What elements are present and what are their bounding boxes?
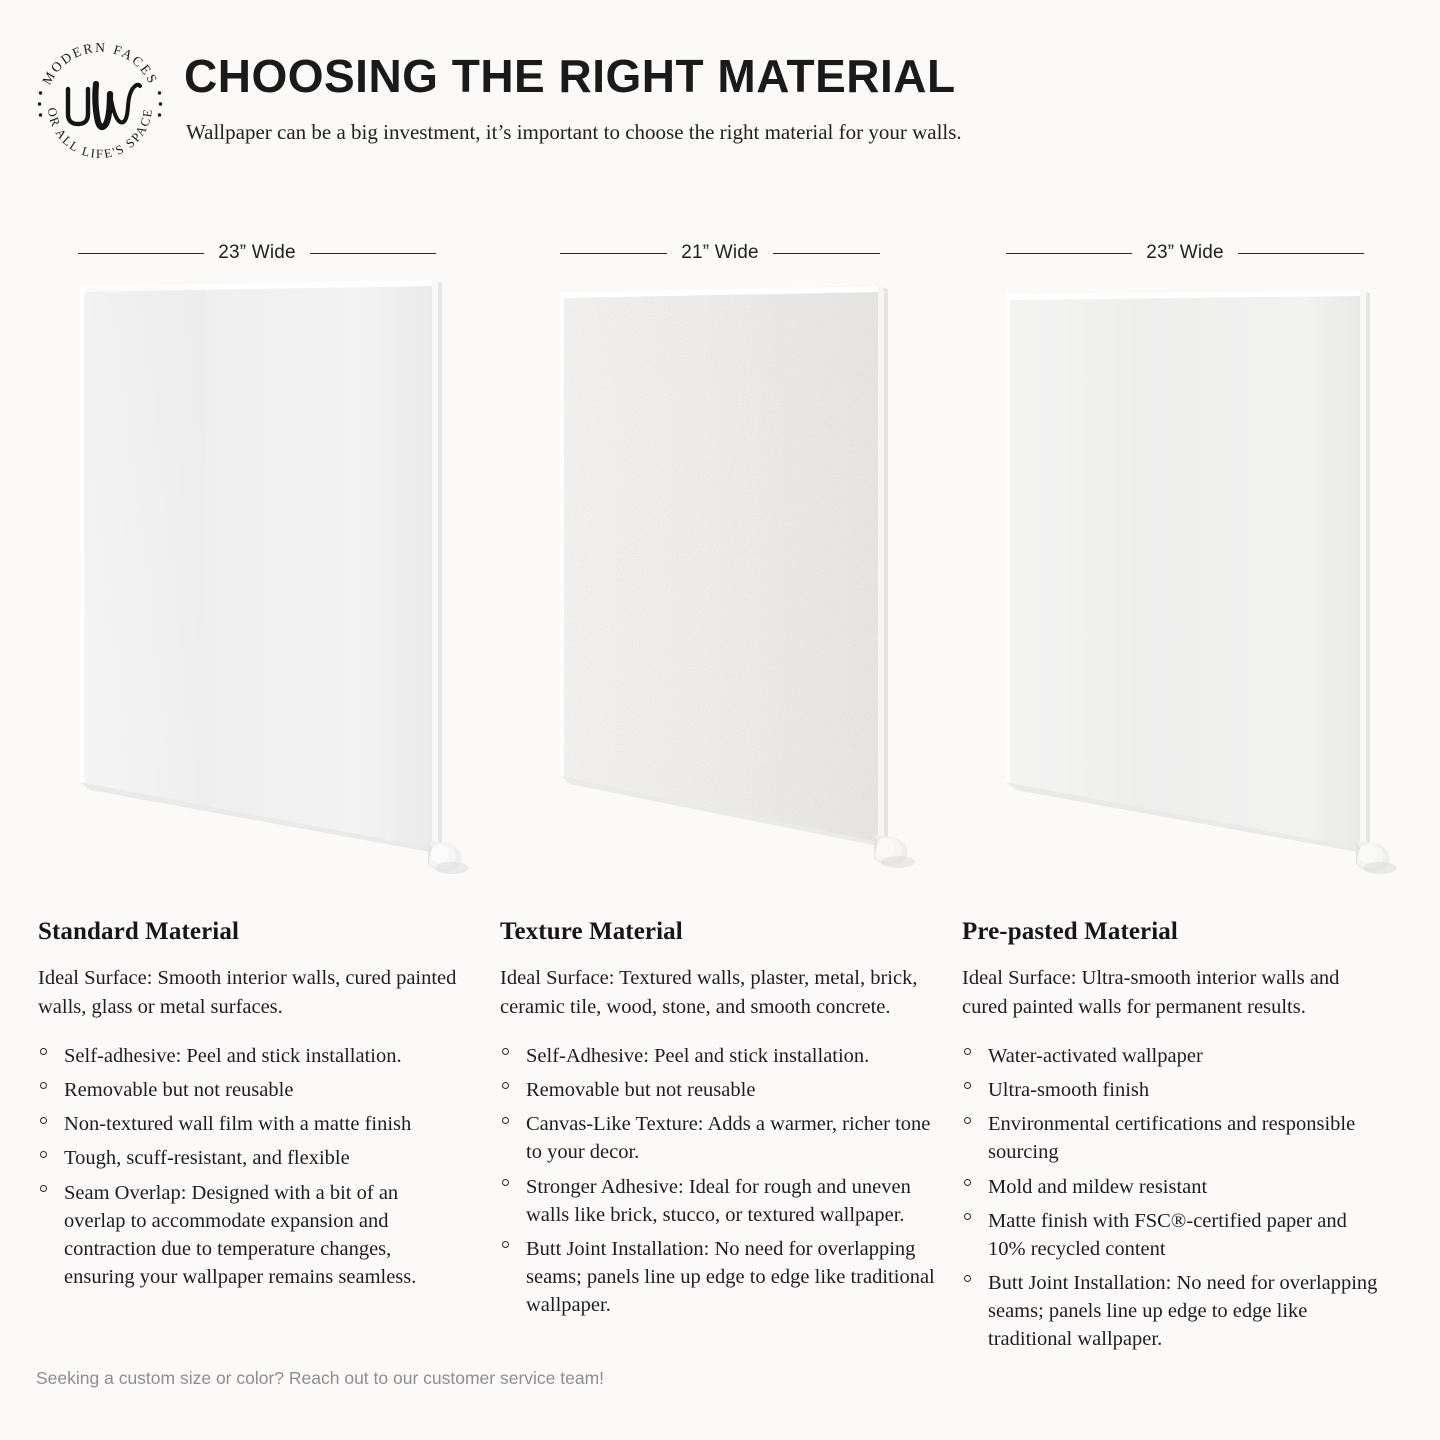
measure-prepasted: 23” Wide [1006,238,1365,268]
bullet-circle-icon [40,1184,47,1192]
list-item: Butt Joint Installation: No need for ove… [962,1269,1382,1353]
list-item-text: Tough, scuff-resistant, and flexible [64,1147,350,1170]
material-columns: Standard Material Ideal Surface: Smooth … [0,918,1440,1350]
brand-logo: MODERN FACES FOR ALL LIFE'S SPACES [28,32,172,176]
list-item-text: Mold and mildew resistant [988,1175,1208,1198]
measure-label: 23” Wide [218,242,296,263]
list-item-text: Matte finish with FSC®-certified paper a… [988,1209,1347,1260]
bullet-circle-icon [502,1240,509,1248]
page-subtitle: Wallpaper can be a big investment, it’s … [186,120,962,144]
bullet-circle-icon [502,1116,509,1124]
bullet-circle-icon [40,1150,47,1158]
column-title: Standard Material [38,918,239,945]
list-item: Ultra-smooth finish [962,1076,1382,1104]
list-item: Canvas-Like Texture: Adds a warmer, rich… [500,1110,946,1166]
bullet-circle-icon [40,1082,47,1090]
list-item: Removable but not reusable [38,1076,458,1104]
measure-rule-left [560,252,668,254]
bullet-circle-icon [964,1274,971,1282]
list-item-text: Butt Joint Installation: No need for ove… [526,1237,935,1316]
list-item-text: Environmental certifications and respons… [988,1113,1356,1164]
measure-rule-left [78,252,205,254]
list-item-text: Butt Joint Installation: No need for ove… [988,1271,1378,1350]
bullet-circle-icon [964,1048,971,1056]
column-texture-material: Texture Material Ideal Surface: Textured… [500,918,946,1325]
texture-wallpaper-panel [542,270,922,880]
measure-label: 21” Wide [681,242,759,263]
column-bullet-list: Self-adhesive: Peel and stick installati… [38,1042,458,1291]
list-item: Mold and mildew resistant [962,1173,1382,1201]
measure-rule-right [772,252,881,254]
column-title: Pre-pasted Material [962,918,1178,945]
list-item: Water-activated wallpaper [962,1042,1382,1070]
measure-rule-left [1006,252,1133,254]
list-item: Stronger Adhesive: Ideal for rough and u… [500,1173,946,1229]
column-standard-material: Standard Material Ideal Surface: Smooth … [38,918,458,1297]
measure-rule-right [309,252,437,254]
list-item: Environmental certifications and respons… [962,1110,1382,1166]
bullet-circle-icon [40,1116,47,1124]
page-header: MODERN FACES FOR ALL LIFE'S SPACES CHOOS… [0,0,1440,200]
measure-standard: 23” Wide [78,238,437,268]
standard-wallpaper-panel [60,270,480,880]
column-prepasted-material: Pre-pasted Material Ideal Surface: Ultra… [962,918,1382,1359]
list-item-text: Canvas-Like Texture: Adds a warmer, rich… [526,1113,931,1164]
list-item: Butt Joint Installation: No need for ove… [500,1235,946,1319]
list-item-text: Self-adhesive: Peel and stick installati… [64,1045,402,1068]
list-item-text: Seam Overlap: Designed with a bit of an … [64,1181,417,1288]
list-item-text: Ultra-smooth finish [988,1079,1150,1102]
column-title: Texture Material [500,918,683,945]
list-item: Self-Adhesive: Peel and stick installati… [500,1042,946,1070]
list-item-text: Removable but not reusable [526,1079,756,1102]
list-item-text: Stronger Adhesive: Ideal for rough and u… [526,1175,911,1226]
list-item: Tough, scuff-resistant, and flexible [38,1144,458,1172]
bullet-circle-icon [40,1048,47,1056]
panel-width-measures: 23” Wide 21” Wide 23” Wide [0,238,1440,272]
list-item: Seam Overlap: Designed with a bit of an … [38,1179,458,1291]
bullet-circle-icon [964,1116,971,1124]
wallpaper-panel-mockups [0,270,1440,890]
measure-label: 23” Wide [1146,242,1224,263]
measure-texture: 21” Wide [560,238,881,268]
column-intro: Ideal Surface: Ultra-smooth interior wal… [962,967,1340,1019]
list-item: Self-adhesive: Peel and stick installati… [38,1042,458,1070]
list-item-text: Water-activated wallpaper [988,1045,1203,1068]
bullet-circle-icon [964,1212,971,1220]
list-item: Non-textured wall film with a matte fini… [38,1110,458,1138]
footer-note: Seeking a custom size or color? Reach ou… [36,1368,605,1388]
bullet-circle-icon [502,1082,509,1090]
column-bullet-list: Self-Adhesive: Peel and stick installati… [500,1042,946,1319]
measure-rule-right [1237,252,1365,254]
logo-top-arc-text: MODERN FACES [39,40,159,87]
bullet-circle-icon [502,1178,509,1186]
list-item: Matte finish with FSC®-certified paper a… [962,1207,1382,1263]
svg-text:MODERN FACES: MODERN FACES [39,40,161,87]
column-intro: Ideal Surface: Smooth interior walls, cu… [38,967,457,1019]
column-intro: Ideal Surface: Textured walls, plaster, … [500,967,918,1019]
page-title: CHOOSING THE RIGHT MATERIAL [184,50,956,102]
bullet-circle-icon [964,1178,971,1186]
list-item-text: Self-Adhesive: Peel and stick installati… [526,1045,870,1068]
column-bullet-list: Water-activated wallpaper Ultra-smooth f… [962,1042,1382,1353]
list-item: Removable but not reusable [500,1076,946,1104]
logo-monogram-icon [65,80,142,131]
prepasted-wallpaper-panel [988,270,1408,880]
bullet-circle-icon [964,1082,971,1090]
bullet-circle-icon [502,1048,509,1056]
list-item-text: Non-textured wall film with a matte fini… [64,1113,412,1136]
list-item-text: Removable but not reusable [64,1079,294,1102]
